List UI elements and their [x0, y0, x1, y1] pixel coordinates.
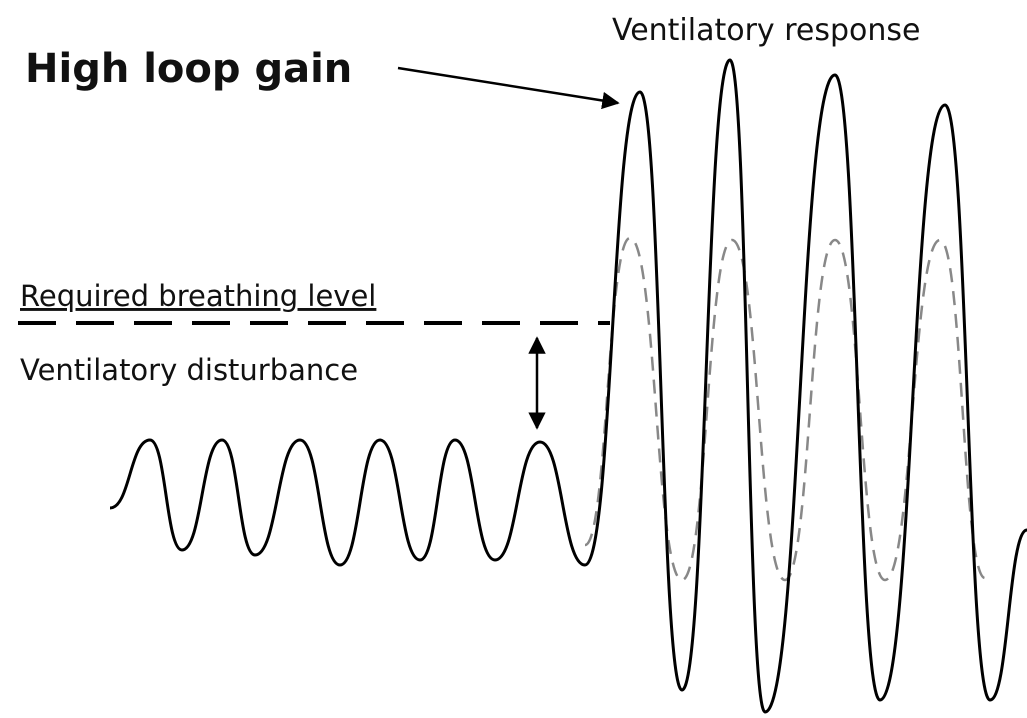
required-label: Required breathing level [20, 279, 376, 313]
dashed-wave [584, 236, 987, 582]
disturbance-label: Ventilatory disturbance [20, 353, 358, 387]
response-label: Ventilatory response [612, 13, 920, 48]
gain-label: High loop gain [25, 46, 352, 92]
gain-arrow [397, 66, 620, 110]
solid-wave [109, 58, 1027, 714]
